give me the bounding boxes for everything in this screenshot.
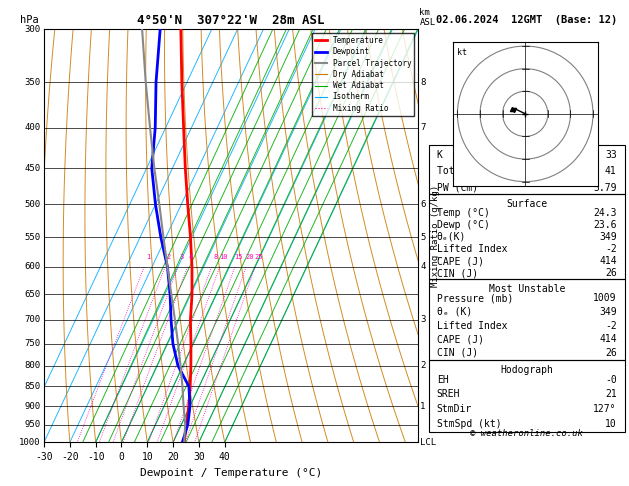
Text: θₑ (K): θₑ (K) [437,307,472,317]
Text: 20: 20 [245,254,254,260]
Text: 41: 41 [605,166,617,176]
Text: 700: 700 [24,315,40,324]
Text: 2: 2 [167,254,171,260]
Text: 349: 349 [599,232,617,242]
Bar [429,145,625,194]
Text: 5: 5 [420,233,426,242]
Text: 4: 4 [420,262,426,272]
Text: 8: 8 [213,254,218,260]
Text: Most Unstable: Most Unstable [489,284,565,294]
Text: Dewp (°C): Dewp (°C) [437,220,490,230]
Text: -2: -2 [605,244,617,254]
Text: CIN (J): CIN (J) [437,268,478,278]
Bar [429,194,625,279]
Text: kt: kt [457,48,467,57]
Text: Mixing Ratio (g/kg): Mixing Ratio (g/kg) [431,185,440,287]
Text: Pressure (mb): Pressure (mb) [437,293,513,303]
Text: 2: 2 [420,361,426,370]
Text: 1000: 1000 [19,438,40,447]
Text: 500: 500 [24,200,40,209]
Text: 300: 300 [24,25,40,34]
Text: Surface: Surface [506,199,547,209]
Text: 550: 550 [24,233,40,242]
Text: 10: 10 [219,254,228,260]
Text: 26: 26 [605,348,617,358]
Text: 750: 750 [24,339,40,348]
Text: hPa: hPa [19,15,38,25]
Text: StmSpd (kt): StmSpd (kt) [437,419,501,430]
Text: 900: 900 [24,401,40,411]
Text: Lifted Index: Lifted Index [437,244,508,254]
Text: © weatheronline.co.uk: © weatheronline.co.uk [470,429,583,438]
Text: 5.79: 5.79 [593,183,617,193]
Text: 33: 33 [605,150,617,160]
Text: θₑ(K): θₑ(K) [437,232,466,242]
Text: 24.3: 24.3 [593,208,617,218]
Text: km
ASL: km ASL [420,8,435,27]
Text: 25: 25 [254,254,263,260]
Text: StmDir: StmDir [437,404,472,415]
Text: 3: 3 [420,315,426,324]
Text: -2: -2 [605,321,617,330]
Text: 02.06.2024  12GMT  (Base: 12): 02.06.2024 12GMT (Base: 12) [436,15,618,25]
Text: 127°: 127° [593,404,617,415]
Text: 1: 1 [420,401,426,411]
Text: 400: 400 [24,123,40,132]
Text: 800: 800 [24,361,40,370]
Text: 10: 10 [605,419,617,430]
Text: Totals Totals: Totals Totals [437,166,513,176]
Text: 7: 7 [420,123,426,132]
Title: 4°50'N  307°22'W  28m ASL: 4°50'N 307°22'W 28m ASL [137,14,325,27]
Text: Lifted Index: Lifted Index [437,321,508,330]
Text: 3: 3 [180,254,184,260]
Text: 414: 414 [599,256,617,266]
Text: SREH: SREH [437,389,460,399]
Text: 1009: 1009 [593,293,617,303]
Text: 950: 950 [24,420,40,429]
Text: CAPE (J): CAPE (J) [437,334,484,344]
Bar [429,279,625,360]
Text: EH: EH [437,375,448,384]
Text: 15: 15 [235,254,243,260]
Text: PW (cm): PW (cm) [437,183,478,193]
Text: 414: 414 [599,334,617,344]
Text: 6: 6 [420,200,426,209]
Text: 8: 8 [420,78,426,87]
Text: -0: -0 [605,375,617,384]
Text: 600: 600 [24,262,40,272]
Text: 350: 350 [24,78,40,87]
Text: 450: 450 [24,164,40,173]
Text: Temp (°C): Temp (°C) [437,208,490,218]
Text: 850: 850 [24,382,40,391]
X-axis label: Dewpoint / Temperature (°C): Dewpoint / Temperature (°C) [140,468,322,478]
Bar [429,360,625,432]
Text: 349: 349 [599,307,617,317]
Text: 650: 650 [24,290,40,299]
Text: LCL: LCL [420,438,437,447]
Text: 1: 1 [146,254,150,260]
Text: 26: 26 [605,268,617,278]
Text: 23.6: 23.6 [593,220,617,230]
Text: Hodograph: Hodograph [500,364,554,375]
Text: 4: 4 [189,254,194,260]
Legend: Temperature, Dewpoint, Parcel Trajectory, Dry Adiabat, Wet Adiabat, Isotherm, Mi: Temperature, Dewpoint, Parcel Trajectory… [312,33,415,116]
Text: K: K [437,150,443,160]
Text: CAPE (J): CAPE (J) [437,256,484,266]
Text: CIN (J): CIN (J) [437,348,478,358]
Text: 21: 21 [605,389,617,399]
